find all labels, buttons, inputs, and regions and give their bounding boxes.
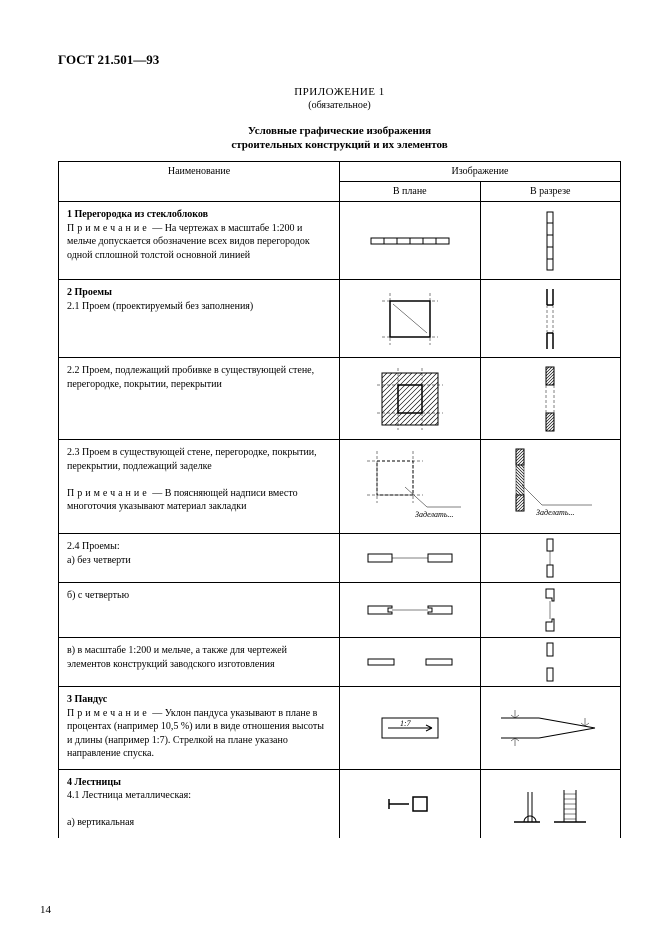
table-subtitle: строительных конструкций и их элементов bbox=[58, 139, 621, 151]
table-row: 2 Проемы2.1 Проем (проектируемый без зап… bbox=[59, 280, 621, 358]
cell-plan bbox=[340, 583, 481, 638]
cell-section bbox=[480, 202, 621, 280]
svg-text:1:7: 1:7 bbox=[400, 719, 412, 728]
table-row: в) в масштабе 1:200 и мельче, а также дл… bbox=[59, 638, 621, 687]
cell-section bbox=[480, 534, 621, 583]
cell-name: 4 Лестницы4.1 Лестница металлическая:а) … bbox=[59, 769, 340, 838]
cell-plan bbox=[340, 769, 481, 838]
table-row: 1 Перегородка из стеклоблоковПримечание … bbox=[59, 202, 621, 280]
cell-section bbox=[480, 280, 621, 358]
cell-plan bbox=[340, 534, 481, 583]
cell-plan bbox=[340, 280, 481, 358]
table-row: 4 Лестницы4.1 Лестница металлическая:а) … bbox=[59, 769, 621, 838]
cell-name: 2.3 Проем в существующей стене, перегоро… bbox=[59, 440, 340, 534]
cell-name: 2.2 Проем, подлежащий пробивке в существ… bbox=[59, 358, 340, 440]
cell-name: 2.4 Проемы:а) без четверти bbox=[59, 534, 340, 583]
cell-section: Заделать... bbox=[480, 440, 621, 534]
cell-name: в) в масштабе 1:200 и мельче, а также дл… bbox=[59, 638, 340, 687]
cell-name: 1 Перегородка из стеклоблоковПримечание … bbox=[59, 202, 340, 280]
cell-section bbox=[480, 769, 621, 838]
cell-plan bbox=[340, 358, 481, 440]
cell-name: 3 ПандусПримечание — Уклон пандуса указы… bbox=[59, 687, 340, 770]
doc-code: ГОСТ 21.501—93 bbox=[58, 52, 621, 68]
symbols-table: Наименование Изображение В плане В разре… bbox=[58, 161, 621, 838]
cell-plan bbox=[340, 638, 481, 687]
table-title: Условные графические изображения bbox=[58, 125, 621, 137]
cell-plan: 1:7 bbox=[340, 687, 481, 770]
appendix-sub: (обязательное) bbox=[58, 100, 621, 111]
cell-name: 2 Проемы2.1 Проем (проектируемый без зап… bbox=[59, 280, 340, 358]
cell-plan bbox=[340, 202, 481, 280]
table-row: 2.4 Проемы:а) без четверти bbox=[59, 534, 621, 583]
table-row: 2.3 Проем в существующей стене, перегоро… bbox=[59, 440, 621, 534]
cell-name: б) с четвертью bbox=[59, 583, 340, 638]
cell-section bbox=[480, 583, 621, 638]
cell-section bbox=[480, 687, 621, 770]
cell-section bbox=[480, 638, 621, 687]
table-row: б) с четвертью bbox=[59, 583, 621, 638]
cell-section bbox=[480, 358, 621, 440]
cell-plan: Заделать... bbox=[340, 440, 481, 534]
th-section: В разрезе bbox=[480, 182, 621, 202]
table-row: 2.2 Проем, подлежащий пробивке в существ… bbox=[59, 358, 621, 440]
page-number: 14 bbox=[40, 904, 51, 916]
th-plan: В плане bbox=[340, 182, 481, 202]
th-image: Изображение bbox=[340, 162, 621, 182]
table-row: 3 ПандусПримечание — Уклон пандуса указы… bbox=[59, 687, 621, 770]
appendix-title: ПРИЛОЖЕНИЕ 1 bbox=[58, 86, 621, 98]
svg-text:Заделать...: Заделать... bbox=[536, 508, 574, 517]
svg-text:Заделать...: Заделать... bbox=[415, 510, 453, 519]
th-name: Наименование bbox=[59, 162, 340, 202]
